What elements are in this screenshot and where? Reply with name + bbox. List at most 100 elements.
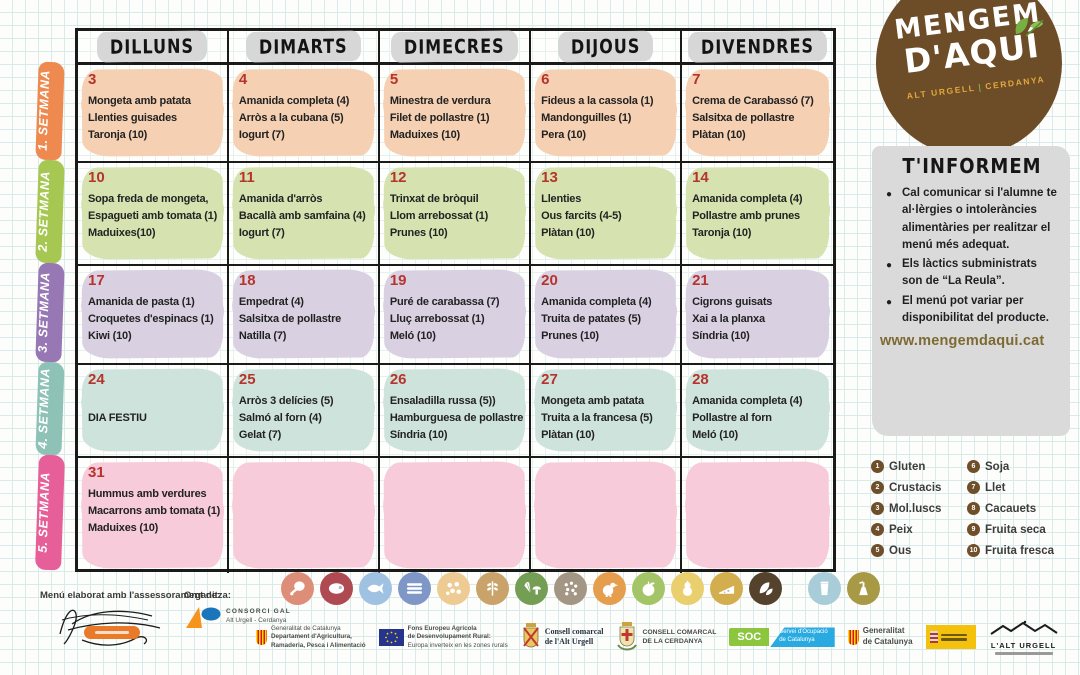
allergen-number-badge: 5 (871, 544, 884, 557)
menu-line: Amanida completa (4) (692, 395, 803, 407)
menu-line: Meló (10) (389, 330, 436, 342)
day-number: 11 (238, 169, 255, 186)
menu-line: Mandonguilles (1) (541, 112, 632, 124)
day-number: 19 (389, 272, 407, 289)
advisor-badge (84, 626, 140, 639)
menu-cell-day-11: 11 Amanida d'arròs Bacallà amb samfaina (4… (228, 163, 380, 266)
food-category-icons (281, 572, 880, 605)
logo-gobierno-espana (925, 625, 976, 650)
day-header-dimecres: DIMECRES (379, 30, 532, 65)
catalonia-shield-icon (256, 629, 267, 645)
menu-line: Plàtan (10) (541, 429, 595, 441)
day-header-label: DIVENDRES (687, 30, 828, 63)
menu-line: Lluç arrebossat (1) (389, 313, 485, 325)
menu-cell-day-10: 10 Sopa freda de mongeta, Espagueti amb to… (78, 163, 229, 266)
menu-line: Llom arrebossat (1) (389, 210, 489, 222)
allergen-number-badge: 2 (871, 481, 884, 494)
menu-cell-day-18: 18 Empedrat (4) Salsitxa de pollastre Natil… (228, 266, 380, 365)
cell-highlight-blob (534, 461, 677, 569)
day-header-label: DILLUNS (97, 30, 208, 63)
cell-highlight-blob (383, 461, 526, 569)
day-header-divendres: DIVENDRES (682, 30, 833, 65)
logo-line: Fons Europeu Agrícola (407, 624, 477, 632)
soc-text: Servei d'Ocupació de Catalunya (770, 627, 835, 648)
cell-highlight-blob (232, 461, 375, 569)
day-header-label: DIMECRES (391, 30, 518, 63)
week-label-4: 4. SETMANA (33, 361, 66, 456)
allergen-number-badge: 3 (871, 502, 884, 515)
menu-calendar: DILLUNS DIMARTS DIMECRES DIJOUS DIVENDRES 3 Mo… (75, 28, 836, 573)
consell-alt-urgell-text: Consell comarcal de l'Alt Urgell (545, 627, 604, 648)
week-label-text: 3. SETMANA (34, 262, 65, 363)
allergen-item-gluten: 1 Gluten (871, 456, 967, 477)
menu-line: Síndria (10) (389, 429, 448, 441)
menu-line: Hummus amb verdures (88, 488, 207, 500)
menu-cell-day-24: 24 DIA FESTIU (78, 365, 229, 458)
day-header-dijous: DIJOUS (531, 30, 683, 65)
menu-line: Maduixes (10) (88, 522, 159, 534)
info-bullet-text: El menú pot variar per disponibilitat de… (902, 294, 1049, 324)
allergen-label: Mol.luscs (889, 502, 942, 515)
allergen-item-ous: 5 Ous (871, 540, 967, 561)
cell-content: 18 Empedrat (4) Salsitxa de pollastre Natil… (236, 272, 372, 342)
week-label-text: 1. SETMANA (34, 61, 65, 161)
menu-line: Síndria (10) (692, 330, 750, 342)
legumes-icon (554, 572, 587, 605)
menu-line: Gelat (7) (238, 429, 282, 441)
menu-line: Empedrat (4) (238, 296, 304, 308)
menu-line: Xai a la planxa (692, 313, 765, 325)
menu-line: Truita a la francesa (5) (541, 412, 653, 424)
menu-cell-day-31: 31 Hummus amb verdures Macarrons amb tomat… (78, 458, 229, 573)
allergen-item-mol-luscs: 3 Mol.luscs (871, 498, 967, 519)
organizer-label: Organitza: (184, 590, 231, 601)
menu-line: Ous farcits (4-5) (541, 210, 622, 222)
mountains-icon (989, 620, 1058, 635)
bullet-icon: ● (886, 189, 893, 200)
menu-line: Iogurt (7) (238, 129, 285, 141)
cell-content: 26 Ensaladilla russa (5)) Hamburguesa de p… (387, 371, 524, 441)
menu-cell-day-7: 7 Crema de Carabassó (7) Salsitxa de polla… (682, 65, 833, 163)
logo-line: Generalitat (862, 626, 905, 636)
menu-cell-day-26: 26 Ensaladilla russa (5)) Hamburguesa de p… (379, 365, 532, 458)
cell-highlight-blob (685, 461, 830, 569)
logo-alt-urgell-tourism: L'ALT URGELL (989, 620, 1059, 655)
menu-line: Ensaladilla russa (5)) (389, 395, 496, 407)
menu-line: Plàtan (10) (541, 227, 595, 239)
menu-line: Amanida de pasta (1) (88, 296, 195, 308)
cell-content: 6 Fideus a la cassola (1) Mandonguilles (1… (538, 71, 674, 141)
day-number: 27 (541, 371, 558, 388)
week-label-2: 2. SETMANA (33, 159, 66, 264)
menu-line: Taronja (10) (88, 129, 148, 141)
cell-content: 13 Llenties Ous farcits (4-5) Plàtan (10) (538, 169, 674, 239)
menu-line: Bacallà amb samfaina (4) (238, 210, 366, 222)
logo-generalitat-agricultura: Generalitat de Catalunya Departament d'A… (256, 625, 366, 651)
menu-cell-day-3: 3 Mongeta amb patata Llenties guisades Taro… (78, 65, 229, 163)
day-number: 6 (541, 71, 550, 88)
logo-line: DE LA CERDANYA (642, 638, 703, 646)
menu-line: Filet de pollastre (1) (389, 112, 490, 124)
cell-content: 5 Minestra de verdura Filet de pollastre (… (387, 71, 523, 141)
info-box: T'INFORMEM ● Cal comunicar si l'alumne te… (872, 146, 1070, 436)
institution-logos: Generalitat de Catalunya Departament d'A… (256, 620, 1074, 655)
consorci-gal-icon (186, 607, 221, 628)
menu-cell-day-19: 19 Puré de carabassa (7) Lluç arrebossat (… (379, 266, 532, 365)
day-number: 21 (692, 272, 709, 289)
allergen-number-badge: 10 (967, 544, 980, 557)
menu-cell-day-25: 25 Arròs 3 delícies (5) Salmó al forn (4) G… (228, 365, 380, 458)
website-link[interactable]: www.mengemdaqui.cat (880, 333, 1045, 349)
red-meat-icon (320, 572, 353, 605)
menu-line: Prunes (10) (389, 227, 448, 239)
alt-urgell-crest-icon (522, 623, 539, 648)
logo-line: de l'Alt Urgell (544, 637, 594, 647)
day-number: 4 (238, 71, 248, 88)
allergen-item-peix: 4 Peix (871, 519, 967, 540)
alt-urgell-tourism-block: L'ALT URGELL (989, 620, 1059, 655)
day-number: 12 (389, 169, 407, 186)
spain-government-icon (925, 625, 976, 650)
fruit-icon (671, 572, 704, 605)
menu-cell-day-13: 13 Llenties Ous farcits (4-5) Plàtan (10) (531, 163, 683, 266)
consell-cerdanya-text: CONSELL COMARCAL DE LA CERDANYA (642, 628, 716, 646)
day-number: 20 (541, 272, 558, 289)
week-label-text: 2. SETMANA (34, 159, 65, 264)
day-number: 5 (389, 71, 399, 88)
